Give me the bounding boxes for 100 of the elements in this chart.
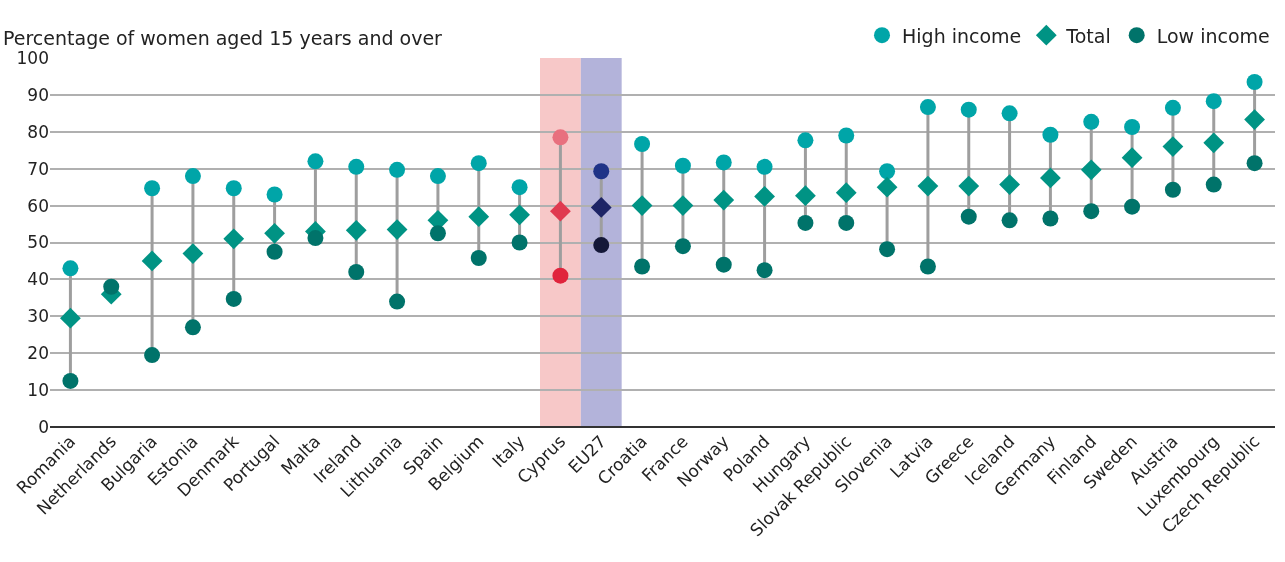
point — [756, 158, 773, 175]
point — [634, 258, 651, 275]
point — [960, 101, 977, 118]
point — [879, 163, 896, 180]
point — [144, 180, 161, 197]
point — [1164, 99, 1181, 116]
point — [715, 154, 732, 171]
point — [1124, 198, 1141, 215]
point — [511, 234, 528, 251]
point — [552, 129, 569, 146]
legend-label: Total — [1065, 24, 1111, 47]
point — [1162, 136, 1184, 157]
y-tick-label: 10 — [27, 380, 49, 401]
point — [266, 243, 283, 260]
point — [225, 180, 242, 197]
point — [511, 179, 528, 196]
point — [919, 258, 936, 275]
point — [672, 195, 694, 216]
point — [838, 127, 855, 144]
legend-label: High income — [902, 24, 1022, 47]
point — [470, 155, 487, 172]
point — [429, 168, 446, 185]
point — [593, 163, 610, 180]
point — [958, 175, 980, 197]
point — [1205, 176, 1222, 193]
point — [1042, 210, 1059, 227]
y-tick-label: 70 — [27, 158, 49, 179]
y-tick-label: 50 — [27, 232, 49, 253]
point — [225, 290, 242, 307]
point — [1083, 203, 1100, 220]
point — [389, 293, 406, 310]
point — [345, 219, 367, 241]
point — [797, 132, 814, 149]
point — [1083, 113, 1100, 130]
y-tick-label: 0 — [38, 416, 49, 437]
point — [468, 206, 490, 228]
y-tick-label: 100 — [16, 47, 49, 68]
point — [470, 250, 487, 266]
point — [713, 189, 735, 211]
point — [386, 219, 408, 240]
point — [550, 200, 571, 222]
point — [795, 185, 816, 207]
y-tick-label: 60 — [27, 195, 49, 216]
point — [266, 186, 283, 203]
y-tick-label: 80 — [27, 121, 49, 142]
point — [184, 168, 201, 185]
y-tick-label: 30 — [27, 306, 49, 327]
y-tick-label: 40 — [27, 269, 49, 290]
point — [756, 262, 773, 279]
point — [552, 267, 569, 284]
point — [631, 195, 653, 216]
point — [307, 230, 324, 247]
point — [184, 319, 201, 336]
point — [1042, 126, 1059, 143]
point — [348, 158, 365, 175]
point — [797, 214, 814, 231]
point — [60, 307, 81, 329]
point — [182, 243, 204, 264]
point — [1246, 155, 1263, 172]
legend-label: Low income — [1156, 24, 1270, 47]
point — [919, 99, 936, 116]
point — [62, 372, 79, 389]
point — [509, 204, 530, 226]
y-tick-label: 90 — [27, 84, 49, 105]
point — [348, 264, 365, 281]
point — [1124, 119, 1141, 135]
point — [1040, 167, 1061, 189]
point — [1244, 109, 1265, 131]
point — [1203, 132, 1225, 154]
point — [590, 197, 612, 218]
point — [1001, 212, 1018, 229]
point — [1080, 159, 1102, 181]
point — [103, 278, 120, 295]
point — [999, 174, 1020, 195]
point — [1164, 181, 1181, 198]
point — [1121, 147, 1143, 169]
point — [144, 347, 161, 364]
point — [389, 161, 406, 178]
point — [838, 214, 855, 231]
point — [307, 153, 324, 170]
point — [835, 182, 857, 204]
point — [754, 185, 775, 207]
point — [715, 256, 732, 273]
point — [141, 250, 163, 272]
point — [1246, 73, 1263, 90]
y-axis-title: Percentage of women aged 15 years and over — [3, 27, 443, 49]
point — [674, 238, 691, 255]
point — [1001, 105, 1018, 122]
point — [674, 157, 691, 174]
point — [876, 176, 898, 198]
point — [264, 222, 285, 244]
point — [879, 241, 896, 258]
point — [62, 260, 79, 277]
point — [634, 135, 651, 152]
point — [1205, 93, 1222, 110]
point — [593, 237, 610, 254]
point — [960, 208, 977, 225]
y-tick-label: 20 — [27, 343, 49, 364]
point — [917, 175, 939, 197]
point — [429, 225, 446, 242]
